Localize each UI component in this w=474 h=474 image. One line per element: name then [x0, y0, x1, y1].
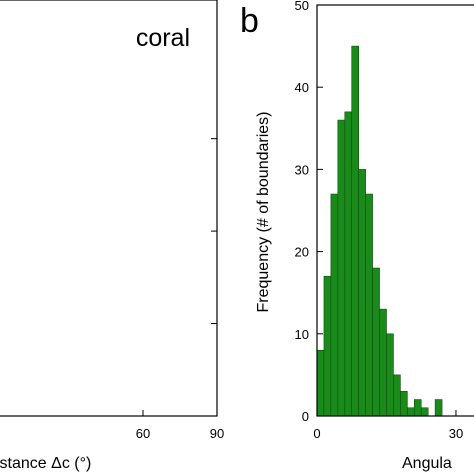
- panel-b-x-tick-label: 0: [313, 426, 320, 441]
- histogram-bar: [400, 391, 408, 417]
- panel-b-x-tick-label: 30: [449, 426, 463, 441]
- histogram-bar: [344, 111, 353, 417]
- histogram-bar: [337, 119, 346, 417]
- histogram-bar: [413, 399, 422, 417]
- panel-b-x-ticks: 0 30: [313, 410, 463, 441]
- panel-b: b Frequency (# of boundaries) 0 10 20 30 40 5…: [240, 0, 474, 472]
- histogram-bar: [365, 193, 373, 417]
- histogram-bar: [420, 407, 429, 417]
- panel-b-plot-frame: [316, 4, 474, 417]
- panel-a-plot-frame: [0, 0, 218, 417]
- panel-b-y-tick-label: 30: [295, 162, 309, 177]
- panel-b-y-tick-label: 50: [295, 0, 309, 13]
- panel-a-x-ticks: 60 90: [136, 410, 224, 441]
- histogram-bar: [358, 169, 366, 417]
- panel-b-letter: b: [240, 2, 259, 40]
- histogram-bar: [330, 193, 339, 417]
- panel-a-x-axis-label: istance Δc (°): [0, 455, 91, 472]
- panel-b-y-tick-label: 40: [295, 80, 309, 95]
- panel-b-y-tick-label: 10: [295, 327, 309, 342]
- histogram-bar: [393, 374, 401, 417]
- histogram-bar: [351, 45, 359, 417]
- histogram-bar: [407, 407, 415, 417]
- panel-b-x-axis-label: Angula: [402, 455, 452, 472]
- panel-b-y-axis-label: Frequency (# of boundaries): [255, 112, 272, 313]
- histogram-bar: [379, 308, 387, 417]
- histogram-bar: [386, 333, 394, 417]
- histogram-bar: [372, 267, 380, 417]
- panel-b-bars: [316, 45, 443, 417]
- histogram-bar: [316, 349, 325, 417]
- panel-a-title: coral: [136, 24, 190, 52]
- panel-a-x-tick-label: 90: [210, 426, 224, 441]
- panel-a-x-tick-label: 60: [136, 426, 150, 441]
- histogram-bar: [323, 275, 332, 417]
- panel-a-y-ticks: [211, 138, 217, 325]
- panel-a: coral 60 90 istance Δc (°): [0, 0, 224, 472]
- histogram-bar: [434, 399, 443, 417]
- panel-b-y-tick-label: 0: [302, 409, 309, 424]
- panel-b-y-ticks: 0 10 20 30 40 50: [295, 0, 323, 424]
- panel-b-y-tick-label: 20: [295, 245, 309, 260]
